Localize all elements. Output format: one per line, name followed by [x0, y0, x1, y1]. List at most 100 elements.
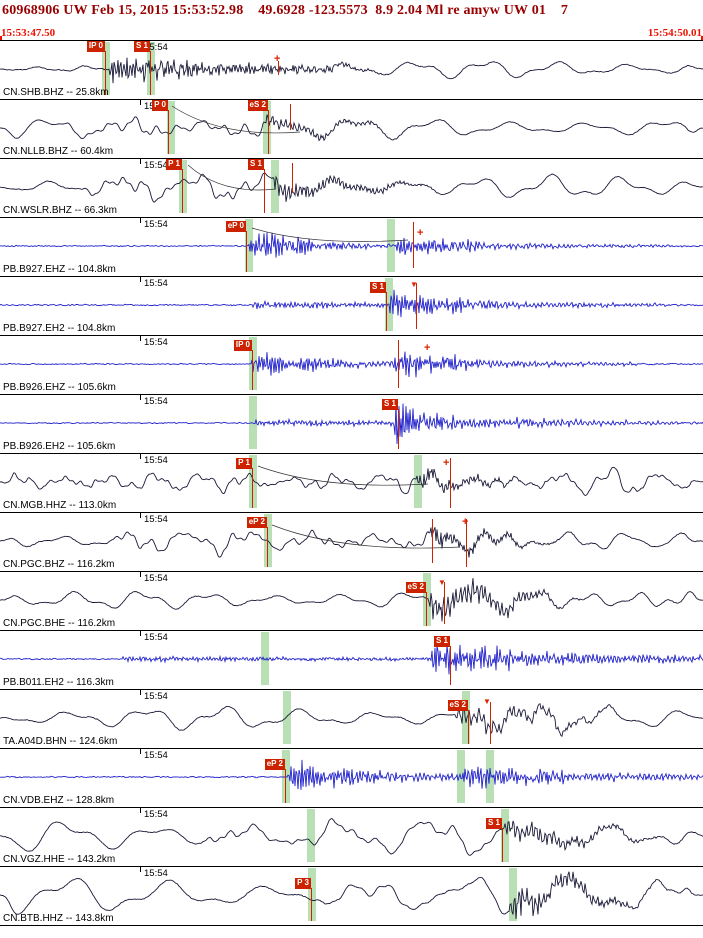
waveform[interactable]	[0, 749, 703, 807]
pick-label[interactable]: P 0	[152, 100, 168, 111]
pick-label[interactable]: P 1	[236, 458, 252, 469]
predicted-arrival-highlight	[486, 750, 494, 803]
station-label: CN.PGC.BHE -- 116.2km	[3, 618, 116, 629]
pick-time-line	[426, 592, 427, 626]
waveform[interactable]	[0, 690, 703, 748]
trace-row[interactable]: 15:54▼S 1PB.B011.EH2 -- 116.3km	[0, 631, 703, 690]
minute-tick	[140, 218, 141, 223]
pick-time-line	[468, 710, 469, 744]
minute-label: 15:54	[144, 691, 168, 702]
waveform[interactable]	[0, 631, 703, 689]
trace-row[interactable]: 15:54P 0eS 2CN.NLLB.BHZ -- 60.4km	[0, 100, 703, 159]
pick-label[interactable]: P 3	[295, 878, 311, 889]
pick-line	[416, 283, 417, 329]
predicted-arrival-highlight	[457, 750, 465, 803]
trace-row[interactable]: 15:54 S 1 PB.B926.EH2 -- 105.6km	[0, 395, 703, 454]
pick-label[interactable]: S 1	[381, 399, 398, 410]
pick-line	[278, 61, 279, 75]
minute-label: 15:54	[144, 573, 168, 584]
pick-label[interactable]: S 1	[485, 818, 502, 829]
association-curve	[187, 164, 277, 191]
station-label: PB.B011.EH2 -- 116.3km	[3, 677, 114, 688]
pick-label[interactable]: eS 2	[405, 582, 426, 593]
pick-line	[413, 222, 414, 268]
trace-row[interactable]: 15:54 + P 1 CN.MGB.HHZ -- 113.0km	[0, 454, 703, 513]
waveform[interactable]	[0, 336, 703, 394]
association-curve	[251, 227, 409, 242]
trace-row[interactable]: 15:54 ▼ eS 2 TA.A04D.BHN -- 124.6km	[0, 690, 703, 749]
waveform[interactable]	[0, 218, 703, 276]
pick-label[interactable]: eS 2	[247, 100, 268, 111]
minute-label: 15:54	[144, 219, 168, 230]
station-label: CN.PGC.BHZ -- 116.2km	[3, 559, 115, 570]
minute-label: 15:54	[144, 750, 168, 761]
waveform-path	[0, 172, 703, 203]
pick-line	[450, 458, 451, 508]
pick-label[interactable]: eP 0	[225, 221, 246, 232]
pick-line	[490, 702, 491, 744]
waveform-path	[0, 644, 703, 675]
trace-row[interactable]: 15:54 P 3 CN.BTB.HHZ -- 143.8km	[0, 867, 703, 926]
predicted-arrival-highlight	[147, 42, 155, 95]
station-label: CN.WSLR.BHZ -- 66.3km	[3, 205, 117, 216]
minute-tick	[140, 277, 141, 282]
trace-row[interactable]: 15:54 ▼ eS 2 CN.PGC.BHE -- 116.2km	[0, 572, 703, 631]
waveform-path	[0, 871, 703, 920]
station-label: CN.SHB.BHZ -- 25.8km	[3, 87, 109, 98]
minute-tick	[140, 454, 141, 459]
trace-row[interactable]: 15:54 ▼ S 1 PB.B927.EH2 -- 104.8km	[0, 277, 703, 336]
waveform[interactable]	[0, 159, 703, 217]
association-curve	[171, 105, 301, 134]
waveform[interactable]	[0, 572, 703, 630]
pick-line	[466, 519, 467, 567]
pick-label[interactable]: IP 0	[86, 41, 105, 52]
pick-time-line	[311, 888, 312, 921]
minute-label: 15:54	[144, 42, 168, 53]
pick-time-line	[285, 769, 286, 803]
minute-label: 15:54	[144, 514, 168, 525]
pick-label[interactable]: P 1	[166, 159, 182, 170]
pick-cross-marker: +	[274, 53, 281, 65]
waveform[interactable]	[0, 277, 703, 335]
waveform[interactable]	[0, 808, 703, 866]
waveform[interactable]	[0, 454, 703, 512]
waveform[interactable]	[0, 41, 703, 99]
trace-row[interactable]: 15:54 P 1 S 1 CN.WSLR.BHZ -- 66.3km	[0, 159, 703, 218]
minute-label: 15:54	[144, 337, 168, 348]
pick-line	[290, 104, 291, 130]
pick-time-line	[398, 409, 399, 449]
minute-label: 15:54	[144, 396, 168, 407]
window-start-time: 15:53:47.50	[1, 27, 56, 39]
pick-label[interactable]: eP 2	[246, 517, 267, 528]
pick-label[interactable]: S 1	[133, 41, 150, 52]
predicted-arrival-highlight	[462, 691, 470, 744]
pick-label[interactable]: eP 2	[264, 759, 285, 770]
pick-time-line	[168, 110, 169, 154]
waveform[interactable]	[0, 395, 703, 453]
trace-row[interactable]: 15:54 + eP 0 PB.B927.EHZ -- 104.8km	[0, 218, 703, 277]
trace-row[interactable]: 15:54 + IP 0 PB.B926.EHZ -- 105.6km	[0, 336, 703, 395]
waveform-path	[0, 402, 703, 444]
trace-row[interactable]: 15:54 eP 2 CN.VDB.EHZ -- 128.8km	[0, 749, 703, 808]
waveform-path	[0, 289, 703, 318]
pick-label[interactable]: eS 2	[447, 700, 468, 711]
pick-time-line	[268, 110, 269, 154]
trace-row[interactable]: 15:54 S 1 CN.VGZ.HHE -- 143.2km	[0, 808, 703, 867]
trace-row[interactable]: 15:54 + eP 2 CN.PGC.BHZ -- 116.2km	[0, 513, 703, 572]
station-label: CN.VGZ.HHE -- 143.2km	[3, 854, 116, 865]
pick-line	[292, 163, 293, 193]
minute-label: 15:54	[144, 278, 168, 289]
pick-label[interactable]: S 1	[369, 282, 386, 293]
trace-row[interactable]: 15:54 + IP 0 S 1 CN.SHB.BHZ -- 25.8km	[0, 41, 703, 100]
predicted-arrival-highlight	[387, 219, 395, 272]
predicted-arrival-highlight	[249, 396, 257, 449]
waveform-path	[0, 466, 703, 496]
pick-label[interactable]: S 1	[433, 636, 450, 647]
pick-label[interactable]: S 1	[247, 159, 264, 170]
pick-time-line	[252, 350, 253, 390]
predicted-arrival-highlight	[179, 160, 187, 213]
pick-label[interactable]: IP 0	[233, 340, 252, 351]
trace-list: 15:54+IP 0S 1CN.SHB.BHZ -- 25.8km15:54P …	[0, 40, 703, 926]
waveform[interactable]	[0, 100, 703, 158]
waveform[interactable]	[0, 867, 703, 925]
